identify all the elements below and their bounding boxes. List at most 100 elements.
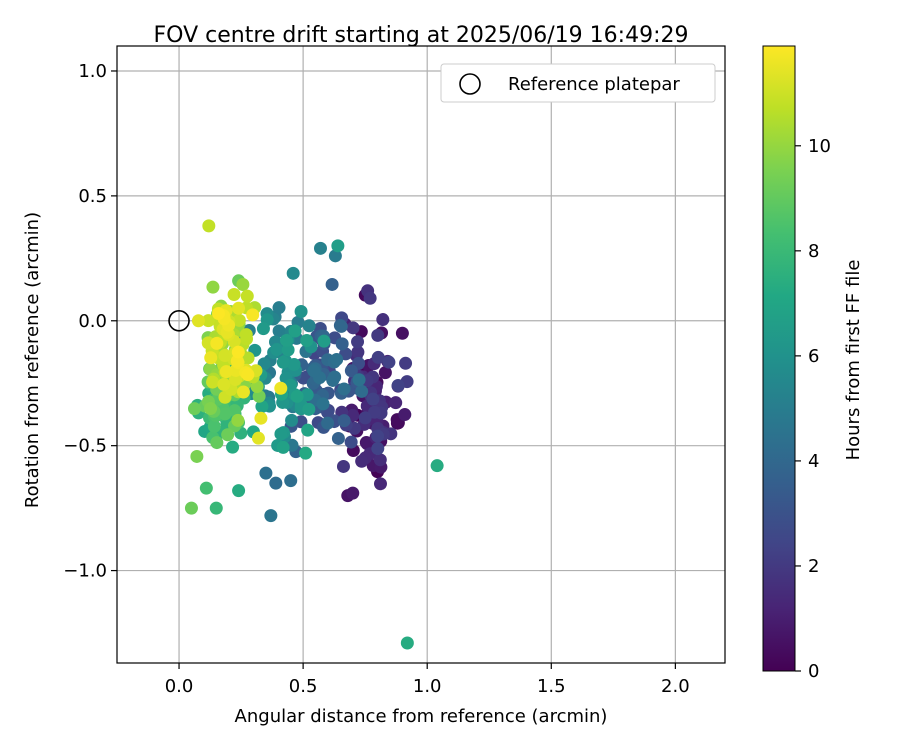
- scatter-point: [204, 351, 218, 365]
- scatter-point: [346, 321, 360, 335]
- scatter-point: [202, 219, 216, 233]
- y-tick-label: 0.0: [78, 311, 107, 332]
- colorbar-label: Hours from first FF file: [843, 260, 864, 461]
- scatter-point: [191, 314, 205, 328]
- scatter-point: [206, 375, 220, 389]
- scatter-point: [227, 288, 241, 302]
- scatter-point: [274, 381, 288, 395]
- colorbar-tick-label: 0: [808, 661, 819, 682]
- scatter-point: [286, 266, 300, 280]
- scatter-point: [254, 411, 268, 425]
- scatter-point: [236, 277, 250, 291]
- scatter-point: [207, 419, 221, 433]
- scatter-point: [317, 334, 331, 348]
- reference-marker: [168, 309, 190, 332]
- scatter-point: [294, 304, 308, 318]
- scatter-point: [389, 396, 403, 410]
- scatter-point: [285, 413, 299, 427]
- scatter-point: [321, 416, 335, 430]
- scatter-point: [399, 356, 413, 370]
- x-tick-label: 1.0: [413, 676, 442, 697]
- scatter-point: [280, 333, 294, 347]
- scatter-point: [325, 277, 339, 291]
- colorbar: [762, 45, 796, 672]
- scatter-point: [274, 427, 288, 441]
- y-tick-label: −0.5: [63, 436, 107, 457]
- scatter-point: [264, 509, 278, 523]
- scatter-point: [376, 313, 390, 327]
- x-tick-label: 0.5: [289, 676, 318, 697]
- scatter-point: [366, 392, 380, 406]
- scatter-point: [368, 405, 382, 419]
- scatter-point: [232, 301, 246, 315]
- scatter-point: [351, 335, 365, 349]
- scatter-point: [363, 291, 377, 305]
- scatter-point: [232, 484, 246, 498]
- scatter-point: [206, 280, 220, 294]
- scatter-point: [270, 343, 284, 357]
- scatter-point: [210, 336, 224, 350]
- scatter-point: [184, 501, 198, 515]
- scatter-point: [211, 307, 225, 321]
- scatter-point: [241, 351, 255, 365]
- scatter-point: [190, 449, 204, 463]
- scatter-point: [371, 429, 385, 443]
- scatter-point: [221, 428, 235, 442]
- x-axis-label: Angular distance from reference (arcmin): [235, 706, 608, 727]
- scatter-point: [218, 407, 232, 421]
- scatter-point: [331, 239, 345, 253]
- scatter-point: [241, 368, 255, 382]
- scatter-point: [284, 474, 298, 488]
- scatter-point: [330, 352, 344, 366]
- scatter-point: [301, 423, 315, 437]
- y-axis-ticks: 1.0 0.5 0.0 −0.5 −1.0: [63, 61, 117, 582]
- x-axis-ticks: 0.0 0.5 1.0 1.5 2.0: [165, 663, 690, 697]
- scatter-point: [239, 328, 253, 342]
- scatter-point: [240, 289, 254, 303]
- scatter-point: [218, 348, 232, 362]
- scatter-point: [276, 440, 290, 454]
- scatter-point: [209, 501, 223, 515]
- colorbar-tick-label: 2: [808, 556, 819, 577]
- y-tick-label: 1.0: [78, 61, 107, 82]
- colorbar-tick-label: 6: [808, 346, 819, 367]
- chart-title: FOV centre drift starting at 2025/06/19 …: [154, 23, 689, 48]
- scatter-point: [269, 476, 283, 490]
- scatter-point: [331, 431, 345, 445]
- y-axis-label: Rotation from reference (arcmin): [22, 212, 43, 508]
- y-tick-label: −1.0: [63, 561, 107, 582]
- colorbar-ticks: 0 2 4 6 8 10: [795, 136, 831, 682]
- scatter-point: [352, 373, 366, 387]
- scatter-point: [287, 358, 301, 372]
- scatter-points: [184, 219, 444, 650]
- scatter-point: [355, 384, 369, 398]
- plot-frame: [116, 45, 726, 664]
- colorbar-tick-label: 10: [808, 136, 831, 157]
- y-tick-label: 0.5: [78, 186, 107, 207]
- scatter-point: [288, 324, 302, 338]
- scatter-point: [400, 636, 414, 650]
- scatter-point: [256, 322, 270, 336]
- scatter-point: [336, 459, 350, 473]
- scatter-point: [355, 454, 369, 468]
- scatter-point: [373, 477, 387, 491]
- scatter-point: [204, 401, 218, 415]
- scatter-point: [335, 337, 349, 351]
- scatter-point: [337, 414, 351, 428]
- scatter-point: [276, 355, 290, 369]
- scatter-point: [378, 366, 392, 380]
- scatter-point: [371, 442, 385, 456]
- x-tick-label: 1.5: [537, 676, 566, 697]
- scatter-point: [201, 314, 215, 328]
- scatter-point: [302, 402, 316, 416]
- scatter-point: [232, 313, 246, 327]
- scatter-point: [290, 389, 304, 403]
- scatter-point: [328, 249, 342, 263]
- scatter-point: [226, 440, 240, 454]
- scatter-point: [246, 308, 260, 322]
- legend: Reference platepar: [440, 63, 716, 103]
- scatter-point: [300, 388, 314, 402]
- scatter-point: [307, 364, 321, 378]
- scatter-point: [236, 385, 250, 399]
